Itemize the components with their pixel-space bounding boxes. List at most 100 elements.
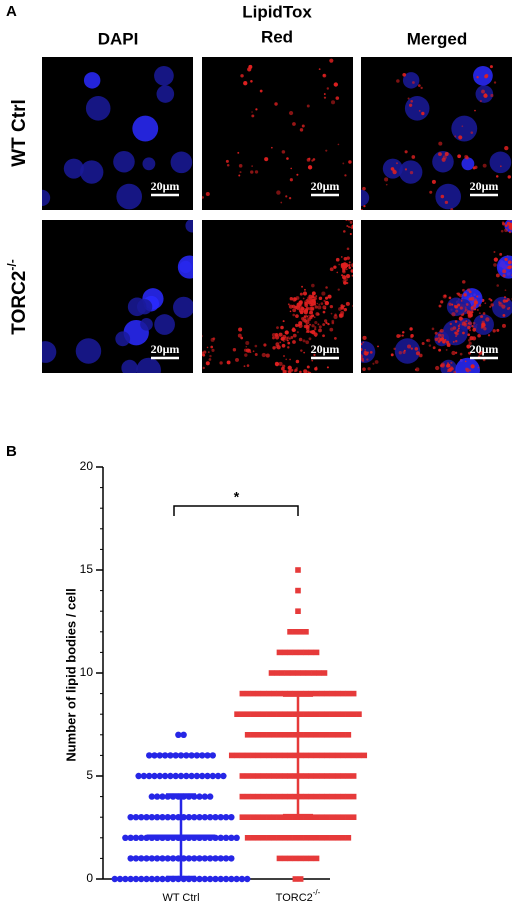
lipid-spot [278,332,283,337]
lipid-spot [300,349,303,352]
data-point [345,773,352,779]
lipid-spot [325,296,329,300]
lipid-spot [500,165,502,168]
lipid-spot [432,346,436,350]
lipid-spot [311,291,316,296]
data-point [292,835,299,841]
lipid-spot [198,358,200,360]
y-tick-label: 15 [80,562,94,576]
lipid-spot [338,313,344,319]
data-point [132,834,140,841]
lipid-spot [318,68,321,71]
nucleus [140,317,153,331]
lipid-spot [481,89,485,94]
lipid-spot [276,190,281,195]
data-point [135,772,142,780]
data-point [191,855,198,862]
lipid-spot [455,339,458,343]
lipid-spot [492,329,496,333]
lipid-spot [295,367,299,370]
lipid-spot [409,327,413,331]
data-point [324,732,330,738]
lipid-spot [287,365,292,371]
data-point [292,629,299,635]
lipid-spot [306,104,310,108]
lipid-spot [330,312,333,315]
nucleus [440,359,457,373]
data-point [159,793,166,800]
lipid-spot [318,296,323,301]
data-point [334,690,341,697]
column-header: DAPI [98,29,139,48]
data-point [151,772,158,780]
lipid-spot [292,313,296,317]
cells [361,65,512,210]
lipid-spot [410,347,413,350]
lipid-spot [345,301,350,306]
data-point [329,773,336,779]
column-header: LipidTox [242,2,312,21]
lipid-spot [363,205,366,208]
data-point [292,711,299,717]
nucleus [132,115,159,142]
data-point [313,835,320,841]
data-point [292,649,299,656]
data-point [167,772,174,780]
lipid-spot [493,263,497,267]
data-point [340,711,346,717]
data-point [233,834,240,841]
lipid-spot [225,159,229,163]
data-point [300,670,307,676]
data-point [303,711,309,717]
data-point [161,752,169,759]
data-point [132,855,140,862]
lipid-spot [210,345,214,349]
lipid-spot [404,168,408,171]
data-point [127,855,134,862]
lipid-spot [306,365,310,369]
data-point [303,629,309,635]
data-point [276,732,283,738]
lipid-spot [323,93,326,95]
data-point [361,752,368,759]
lipid-spot [316,302,319,305]
x-tick-sup: -/- [313,888,321,897]
lipid-spot [303,319,307,323]
lipid-spot [459,318,463,321]
lipid-spot [484,302,487,305]
data-point [287,814,293,820]
lipid-spot [464,360,467,363]
nucleus [154,314,175,335]
lipid-spot [290,336,294,339]
data-point [281,855,288,862]
data-point [239,773,246,779]
lipid-spot [322,334,325,338]
lipid-spot [287,341,291,345]
lipid-spot [299,292,303,296]
nucleus [154,65,174,86]
data-point [345,690,352,697]
data-point [239,690,246,697]
panel-label: B [6,443,17,460]
nucleus [173,296,193,319]
lipid-spot [355,304,358,307]
data-point [319,793,325,800]
data-point [271,773,277,779]
lipid-spot [303,385,306,388]
data-point [222,834,230,841]
data-point [138,814,145,821]
row-label: WT Ctrl [9,99,30,167]
data-point [303,814,309,820]
data-point [188,752,195,759]
data-point [284,670,291,676]
lipid-spot [367,367,371,371]
lipid-spot [311,295,315,299]
data-point [185,855,193,862]
lipid-spot [461,125,464,128]
lipid-spot [345,220,348,221]
lipid-spot [457,154,462,159]
lipid-spot [385,183,388,186]
lipid-spot [361,354,363,359]
lipid-spot [274,102,278,106]
lipid-spot [246,364,250,367]
